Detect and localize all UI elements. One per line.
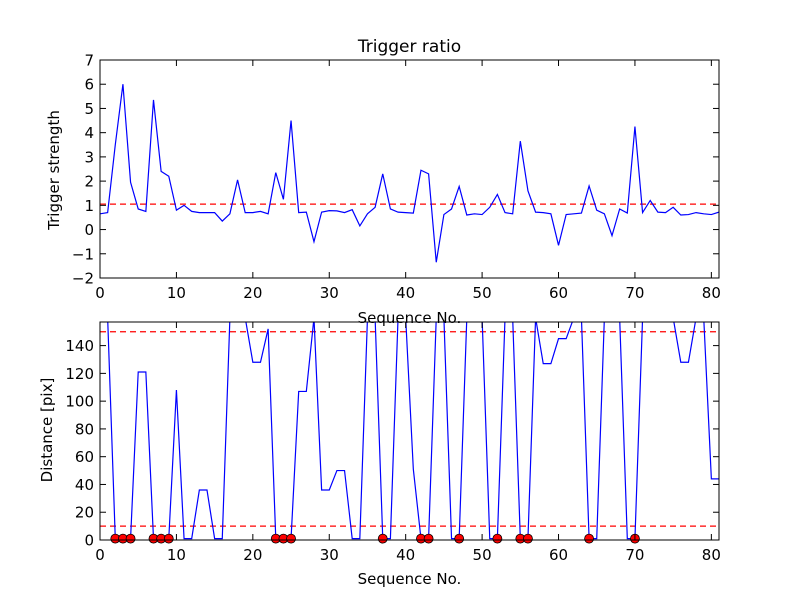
x-tick-label: 0 [95,284,105,302]
x-tick-label: 50 [473,284,492,302]
x-tick-label: 60 [549,546,568,564]
x-tick-label: 10 [167,546,186,564]
x-tick-label: 30 [320,546,339,564]
x-axis-label: Sequence No. [358,570,462,588]
y-tick-label: 4 [84,124,94,142]
data-series-line [100,84,719,263]
y-tick-label: 2 [84,173,94,191]
y-tick-label: 140 [65,337,94,355]
x-tick-label: 70 [625,284,644,302]
y-tick-label: 80 [75,420,94,438]
y-tick-label: 7 [84,52,94,70]
detection-marker [423,533,434,544]
x-tick-label: 70 [625,546,644,564]
x-tick-label: 40 [396,284,415,302]
detection-marker [377,533,388,544]
x-tick-label: 80 [702,546,721,564]
data-series-line [107,322,719,540]
y-tick-label: 6 [84,76,94,94]
x-axis-label: Sequence No. [358,309,462,327]
y-tick-label: 1 [84,197,94,215]
x-tick-label: 10 [167,284,186,302]
y-tick-label: 0 [84,221,94,239]
y-tick-label: −2 [72,270,94,288]
x-tick-label: 0 [95,546,105,564]
detection-marker [454,533,465,544]
plot-frame [99,59,720,279]
y-tick-label: −1 [72,245,94,263]
y-tick-label: 60 [75,448,94,466]
y-tick-label: 120 [65,365,94,383]
y-axis-label: Trigger strength [45,110,63,231]
detection-marker [584,533,594,544]
detection-marker [492,533,503,544]
distance-chart: Sequence No. Distance [pix] 0 10 20 30 40 50 6… [38,321,721,588]
x-tick-label: 50 [473,546,492,564]
x-tick-label: 80 [702,284,721,302]
x-tick-label: 30 [320,284,339,302]
y-tick-label: 5 [84,100,94,118]
chart-title: Trigger ratio [357,37,461,57]
x-tick-label: 40 [396,546,415,564]
y-axis-label: Distance [pix] [38,378,56,483]
y-tick-label: 20 [75,504,94,522]
x-tick-label: 20 [243,284,262,302]
x-tick-label: 20 [243,546,262,564]
detection-marker [163,533,174,544]
y-tick-label: 0 [84,532,94,550]
y-tick-label: 40 [75,476,94,494]
x-tick-label: 60 [549,284,568,302]
detection-marker [286,533,296,544]
y-tick-label: 3 [84,148,94,166]
detection-marker [523,533,533,544]
detection-marker [125,533,136,544]
y-tick-label: 100 [65,393,94,411]
trigger-ratio-chart: Trigger ratio Sequence No. Trigger stren… [45,37,721,327]
plot-frame [99,321,720,541]
